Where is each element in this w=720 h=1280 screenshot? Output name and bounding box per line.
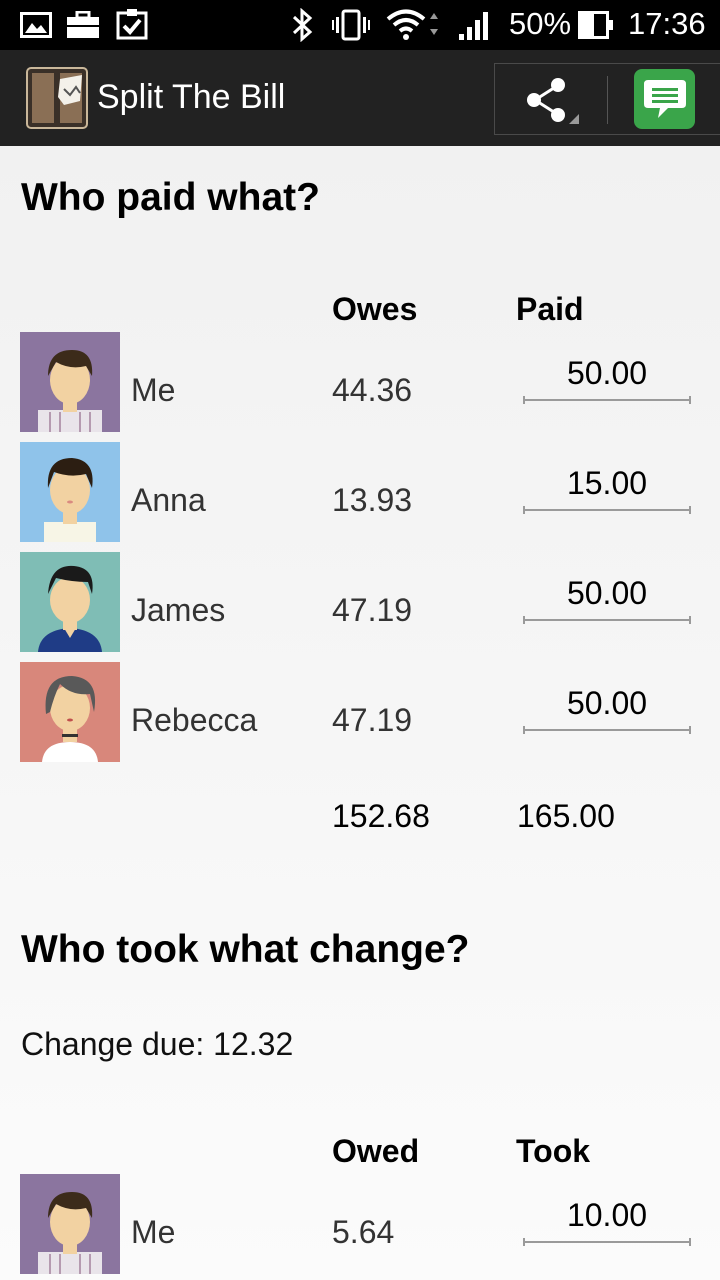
person-name: Rebecca <box>131 702 258 738</box>
avatar <box>20 1174 120 1274</box>
status-bar: 50% 17:36 <box>0 0 720 50</box>
message-icon <box>644 80 686 118</box>
app-logo-icon[interactable] <box>26 67 88 129</box>
paid-input[interactable] <box>523 679 691 731</box>
paid-input[interactable] <box>523 459 691 511</box>
paid-input-underline <box>523 702 691 734</box>
paid-input-underline <box>523 372 691 404</box>
change-section-title: Who took what change? <box>21 928 470 971</box>
paid-input[interactable] <box>523 569 691 621</box>
signal-icon <box>459 12 488 40</box>
owed-column-header: Owed <box>332 1133 420 1169</box>
took-input-underline <box>523 1214 691 1246</box>
content-area: Who paid what? Owes Paid Me 44.36 Anna 1… <box>0 146 720 1280</box>
message-button[interactable] <box>634 69 695 129</box>
paid-row: Anna 13.93 <box>20 442 700 542</box>
person-name: Me <box>131 1214 176 1250</box>
paid-row: Me 44.36 <box>20 332 700 432</box>
change-due: Change due: 12.32 <box>21 1026 294 1062</box>
share-icon <box>527 78 579 124</box>
avatar <box>20 442 120 542</box>
action-divider <box>607 76 608 124</box>
change-row: Me 5.64 <box>20 1174 700 1274</box>
person-name: Me <box>131 372 176 408</box>
action-bar: Split The Bill <box>0 50 720 146</box>
total-owes: 152.68 <box>332 798 430 834</box>
owes-value: 47.19 <box>332 702 413 738</box>
person-name: James <box>131 592 226 628</box>
took-column-header: Took <box>516 1133 591 1169</box>
owes-value: 44.36 <box>332 372 413 408</box>
avatar <box>20 662 120 762</box>
vibrate-icon <box>332 9 370 41</box>
paid-row: Rebecca 47.19 <box>20 662 700 762</box>
paid-input-underline <box>523 482 691 514</box>
owes-value: 47.19 <box>332 592 413 628</box>
took-input[interactable] <box>523 1191 691 1243</box>
total-paid: 165.00 <box>517 798 615 834</box>
person-name: Anna <box>131 482 206 518</box>
paid-column-header: Paid <box>516 291 584 327</box>
paid-section-title: Who paid what? <box>21 176 320 219</box>
app-title: Split The Bill <box>97 78 286 116</box>
bluetooth-icon <box>292 8 313 42</box>
clipboard-check-icon <box>116 9 148 40</box>
paid-input-underline <box>523 592 691 624</box>
wifi-icon <box>386 9 438 40</box>
battery-percent: 50% <box>509 6 572 41</box>
paid-row: James 47.19 <box>20 552 700 652</box>
avatar <box>20 552 120 652</box>
action-buttons <box>494 63 720 135</box>
owed-value: 5.64 <box>332 1214 395 1250</box>
briefcase-icon <box>67 11 99 38</box>
battery-icon <box>578 11 613 39</box>
gallery-icon <box>20 12 52 38</box>
owes-column-header: Owes <box>332 291 418 327</box>
avatar <box>20 332 120 432</box>
share-button[interactable] <box>495 64 605 134</box>
paid-input[interactable] <box>523 349 691 401</box>
owes-value: 13.93 <box>332 482 413 518</box>
clock: 17:36 <box>628 6 706 41</box>
